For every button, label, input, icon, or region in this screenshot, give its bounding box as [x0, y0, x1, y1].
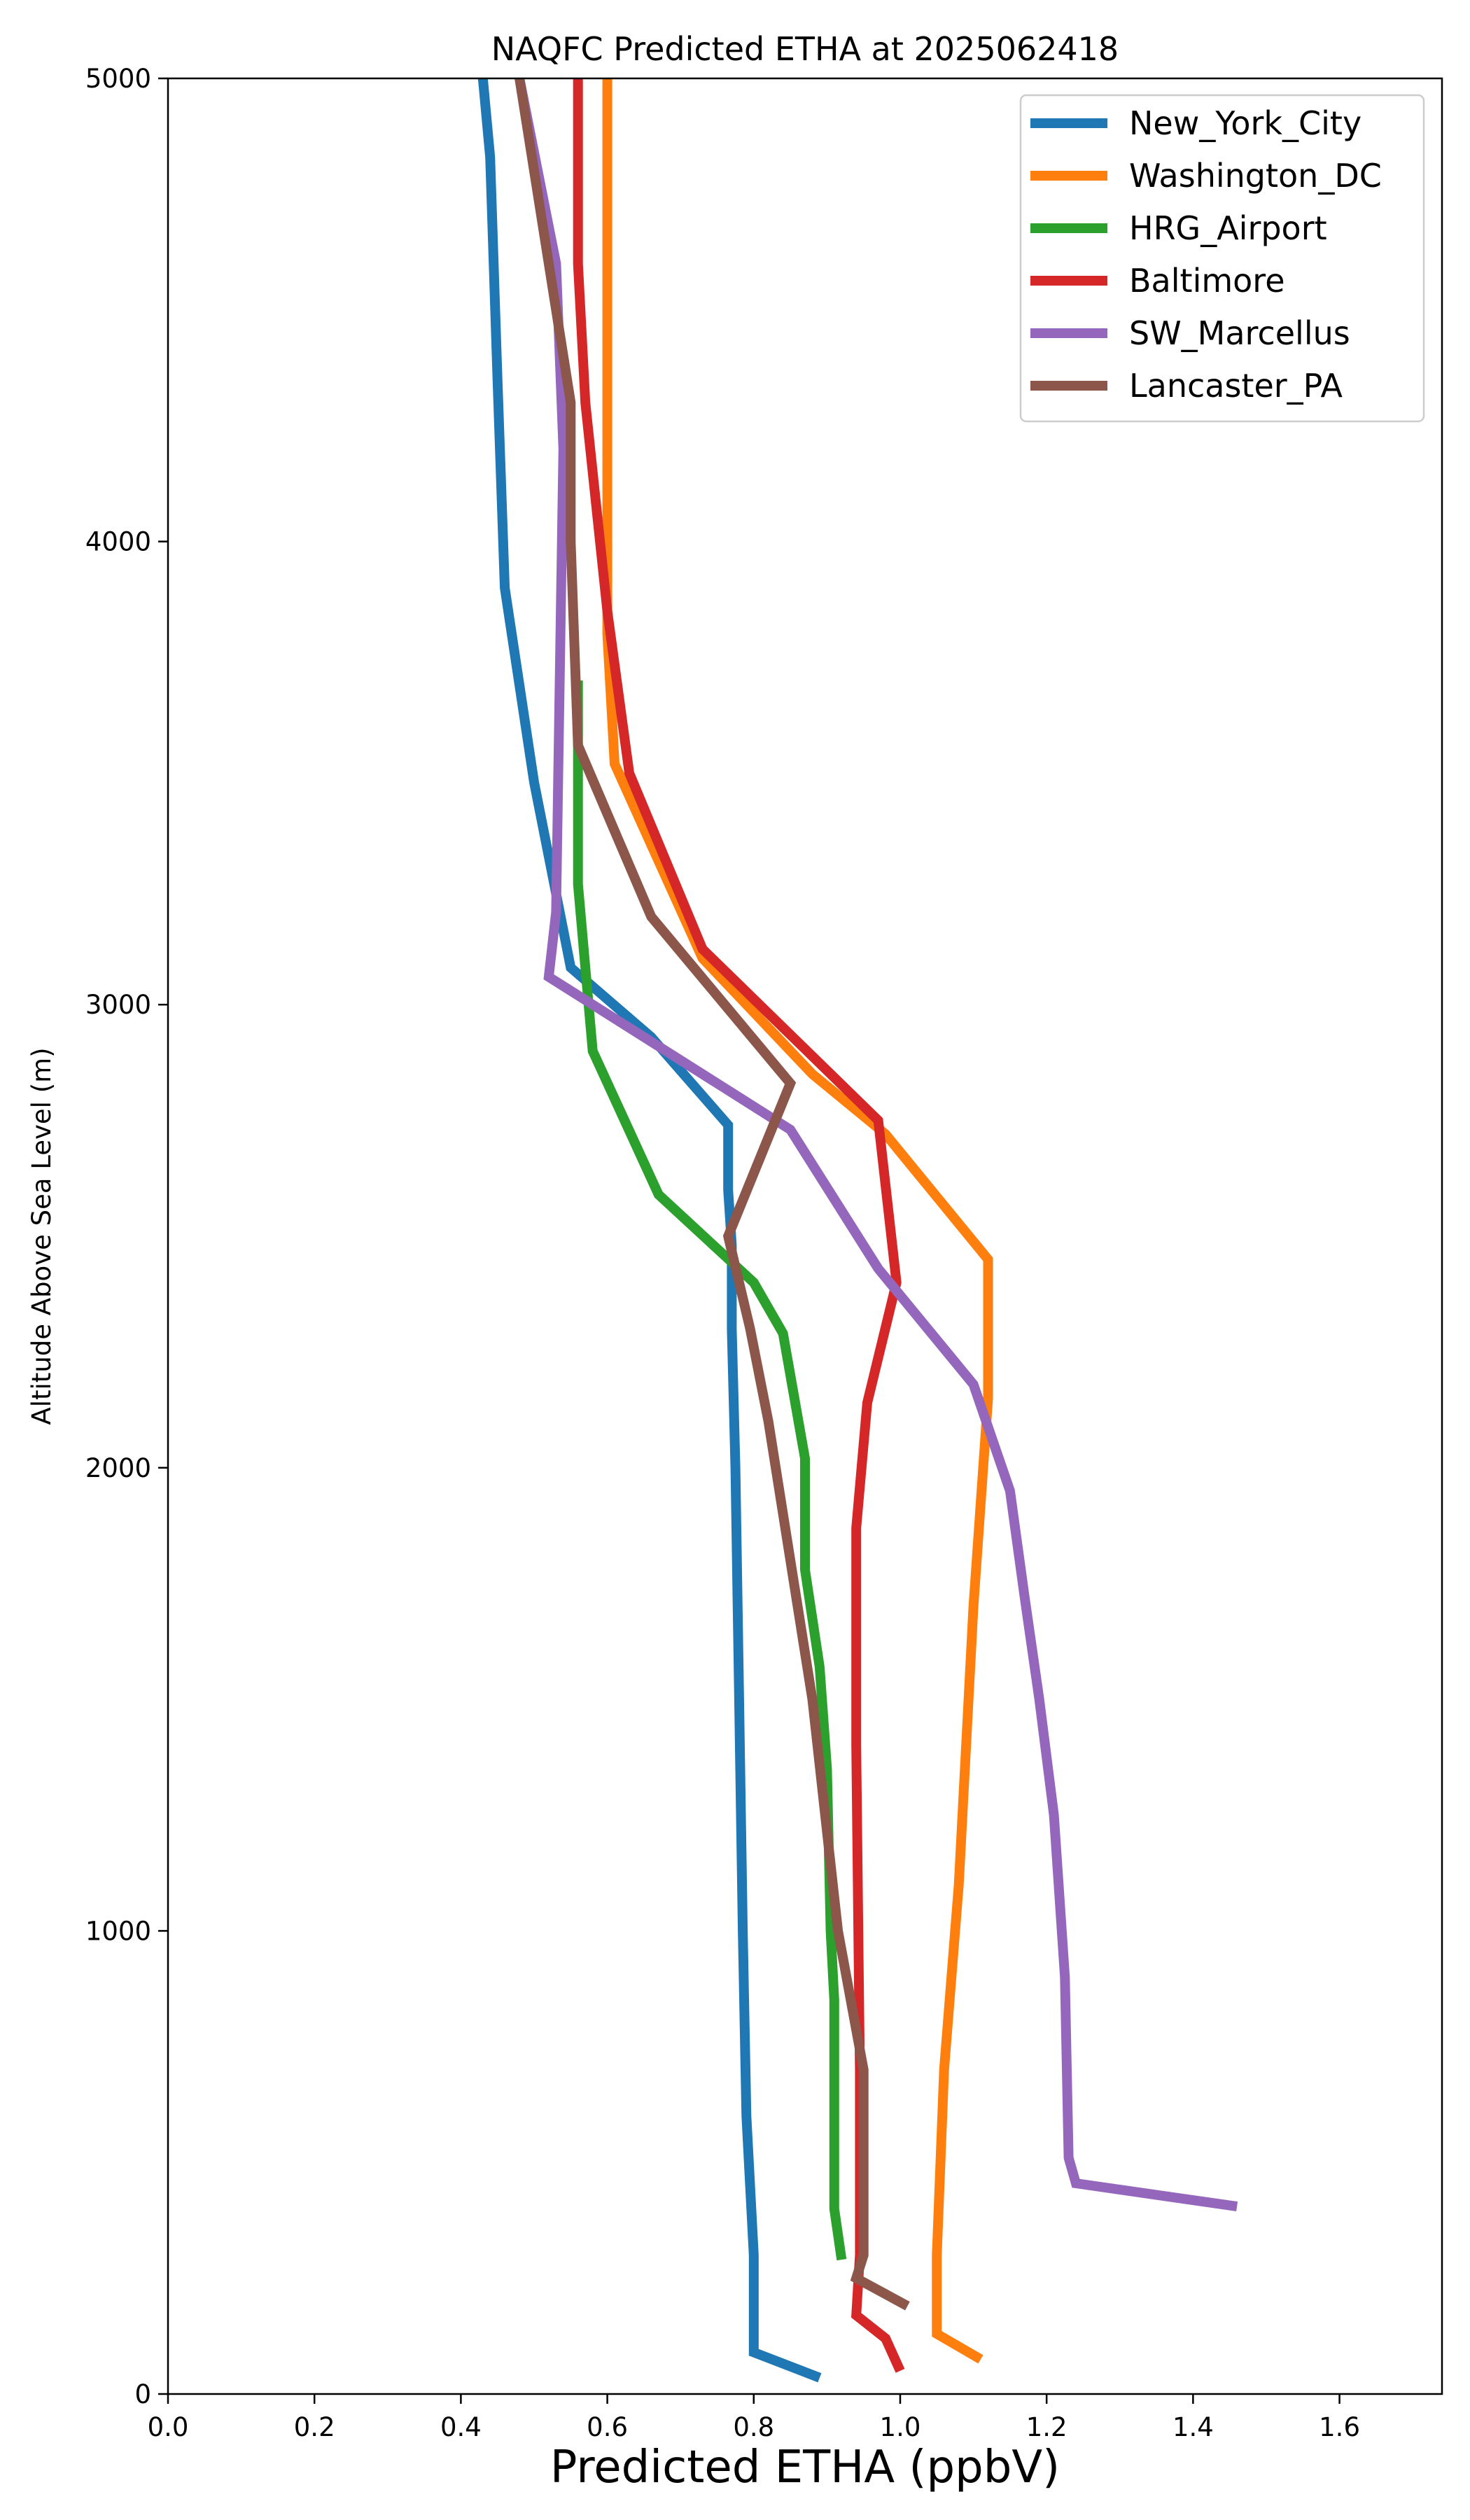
legend-label: New_York_City [1129, 104, 1362, 142]
legend: New_York_City Washington_DC HRG_Airport Bal… [1019, 94, 1425, 423]
x-tick-label: 1.4 [1172, 2412, 1214, 2442]
legend-label: Washington_DC [1129, 157, 1382, 195]
plot-frame [167, 77, 1443, 2395]
y-tick-label: 5000 [85, 64, 151, 94]
x-axis-ticks: 0.0 0.2 0.4 0.6 0.8 1.0 1.2 1.4 1.6 [148, 2394, 1360, 2442]
x-tick-label: 1.2 [1026, 2412, 1068, 2442]
y-tick-label: 4000 [85, 527, 151, 557]
y-tick-label: 0 [134, 2379, 151, 2409]
y-axis-ticks: 0 1000 2000 3000 4000 5000 [85, 64, 168, 2409]
series-line-washington-dc [602, 78, 993, 2364]
y-tick-label: 2000 [85, 1453, 151, 1483]
x-tick-label: 1.6 [1319, 2412, 1360, 2442]
series-line-baltimore [573, 78, 905, 2373]
y-axis-label: Altitude Above Sea Level (m) [27, 1047, 57, 1424]
x-tick-label: 0.8 [733, 2412, 774, 2442]
series-line-sw-marcellus [514, 77, 1238, 2212]
legend-label: SW_Marcellus [1129, 314, 1350, 352]
y-tick-label: 3000 [85, 990, 151, 1020]
chart-title: NAQFC Predicted ETHA at 2025062418 [491, 30, 1119, 68]
y-tick-label: 1000 [85, 1916, 151, 1946]
x-tick-label: 0.6 [587, 2412, 628, 2442]
x-tick-label: 0.2 [294, 2412, 335, 2442]
legend-label: HRG_Airport [1129, 209, 1327, 247]
legend-box [1019, 94, 1425, 423]
legend-label: Lancaster_PA [1129, 367, 1343, 405]
legend-label: Baltimore [1129, 262, 1285, 300]
series-lines [477, 77, 1238, 2383]
series-line-lancaster-pa [514, 77, 910, 2311]
x-tick-label: 0.0 [148, 2412, 189, 2442]
series-line-hrg-airport [573, 680, 847, 2261]
x-tick-label: 1.0 [880, 2412, 921, 2442]
x-axis-label: Predicted ETHA (ppbV) [550, 2442, 1060, 2493]
x-tick-label: 0.4 [440, 2412, 482, 2442]
